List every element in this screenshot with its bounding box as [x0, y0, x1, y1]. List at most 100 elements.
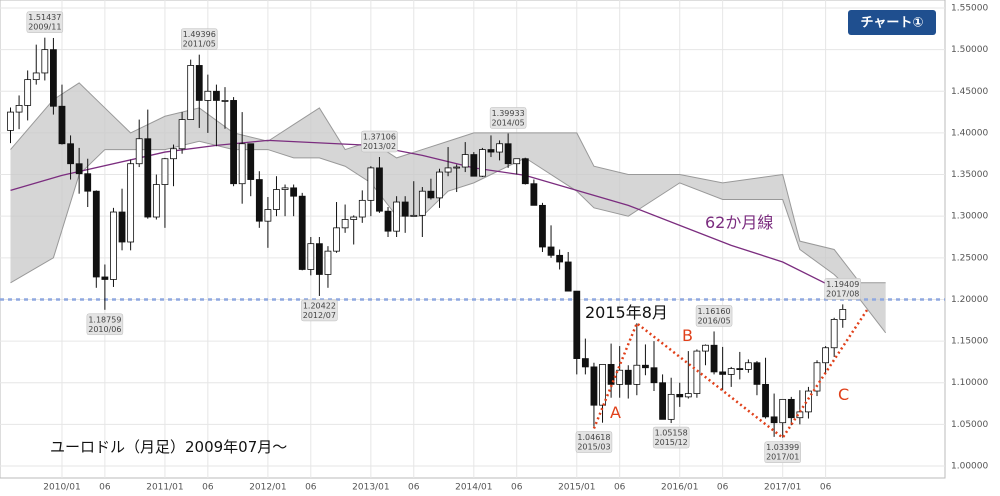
candle-body [607, 364, 615, 385]
y-tick-label: 1.50000 [951, 45, 988, 55]
candle-body [101, 276, 109, 280]
candle-body [719, 371, 727, 375]
point-label: C [838, 385, 849, 404]
candle-body [642, 364, 649, 369]
candle-body [127, 163, 135, 243]
candle-body [281, 187, 289, 190]
annotation-box [575, 431, 613, 453]
candle-body [204, 90, 212, 101]
annotation-box [824, 278, 862, 300]
candle-body [736, 368, 744, 370]
candle-body [358, 199, 366, 218]
candle-body [444, 167, 452, 173]
y-tick-label: 1.15000 [951, 337, 988, 347]
candle-body [195, 65, 203, 101]
candle-body [247, 143, 255, 180]
candle-body [135, 138, 143, 165]
candle-body [830, 319, 838, 349]
candle-body [161, 158, 169, 185]
annotation-box [181, 28, 218, 50]
annotation-date: 2013/02 [363, 142, 396, 151]
annotation-box [301, 299, 338, 322]
annotation-box [26, 11, 64, 33]
candle-body [813, 362, 821, 392]
y-tick-label: 1.45000 [951, 87, 988, 97]
candle-body [839, 309, 847, 320]
annotation-value: 1.19409 [826, 280, 859, 289]
candle-body [573, 290, 581, 359]
x-tick-label: 06 [99, 483, 111, 493]
candle-body [255, 179, 263, 222]
x-tick-label: 06 [511, 483, 523, 493]
annotation-value: 1.20422 [303, 301, 336, 310]
candle-body [487, 149, 495, 153]
x-tick-label: 2010/01 [43, 483, 80, 493]
candle-body [530, 183, 538, 206]
annotation-date: 2012/07 [303, 311, 336, 320]
candle-body [753, 362, 761, 385]
annotation-value: 1.18759 [88, 315, 121, 324]
annotation-value: 1.16160 [698, 307, 731, 316]
badge [848, 10, 936, 35]
candle-body [684, 393, 692, 398]
candle-body [779, 398, 787, 424]
candle-body [75, 163, 83, 175]
candle-body [118, 211, 126, 243]
annotation-date: 2009/11 [28, 23, 61, 32]
annotation-value: 1.39933 [492, 109, 525, 118]
candle-body [744, 362, 752, 370]
x-tick-label: 06 [202, 483, 214, 493]
candle-body [762, 383, 769, 418]
annotation-value: 1.03399 [766, 443, 799, 452]
candle-body [436, 171, 443, 199]
candle-body [539, 204, 546, 248]
candle-body [667, 393, 675, 420]
candle-body [221, 100, 229, 102]
y-tick-label: 1.40000 [951, 128, 988, 138]
annotation-date: 2015/03 [577, 443, 610, 452]
candle-body [58, 105, 66, 145]
annotation-date: 2010/06 [88, 325, 121, 334]
candle-body [513, 158, 521, 165]
candle-body [710, 344, 718, 373]
y-tick-label: 1.10000 [951, 378, 988, 388]
annotation-date: 2016/05 [697, 316, 730, 325]
annotation-box [695, 305, 733, 327]
candle-body [478, 149, 486, 177]
y-tick-label: 1.05000 [951, 420, 988, 430]
candle-body [384, 210, 392, 232]
candle-body [273, 189, 280, 210]
annotation-box [652, 426, 690, 449]
candle-body [564, 261, 572, 292]
candle-body [341, 219, 349, 229]
candle-body [367, 167, 375, 201]
x-tick-label: 2014/01 [455, 483, 492, 493]
x-tick-label: 2016/01 [661, 483, 698, 493]
candle-body [401, 201, 409, 217]
candle-body [727, 368, 735, 375]
candle-body [556, 254, 564, 263]
candle-body [633, 364, 641, 385]
candle-body [547, 246, 555, 256]
point-label: A [610, 403, 621, 422]
ma-label: 62か月線 [705, 213, 773, 232]
candle-body [418, 190, 426, 216]
x-tick-label: 2012/01 [249, 483, 286, 493]
candle-body [616, 369, 624, 385]
x-tick-label: 2013/01 [352, 483, 389, 493]
candle-body [41, 49, 49, 74]
annotation-date: 2017/01 [766, 453, 799, 462]
candle-body [702, 344, 709, 352]
annotation-date: 2017/08 [826, 289, 859, 298]
month-label: 2015年8月 [585, 303, 668, 322]
candle-body [298, 195, 306, 270]
badge-text: チャート① [861, 16, 924, 31]
candle-body [393, 201, 401, 232]
x-tick-label: 2011/01 [146, 483, 183, 493]
candle-body [144, 138, 152, 218]
candle-body [230, 100, 237, 185]
x-tick-label: 06 [305, 483, 317, 493]
annotation-box [489, 107, 527, 129]
candle-body [264, 209, 272, 222]
